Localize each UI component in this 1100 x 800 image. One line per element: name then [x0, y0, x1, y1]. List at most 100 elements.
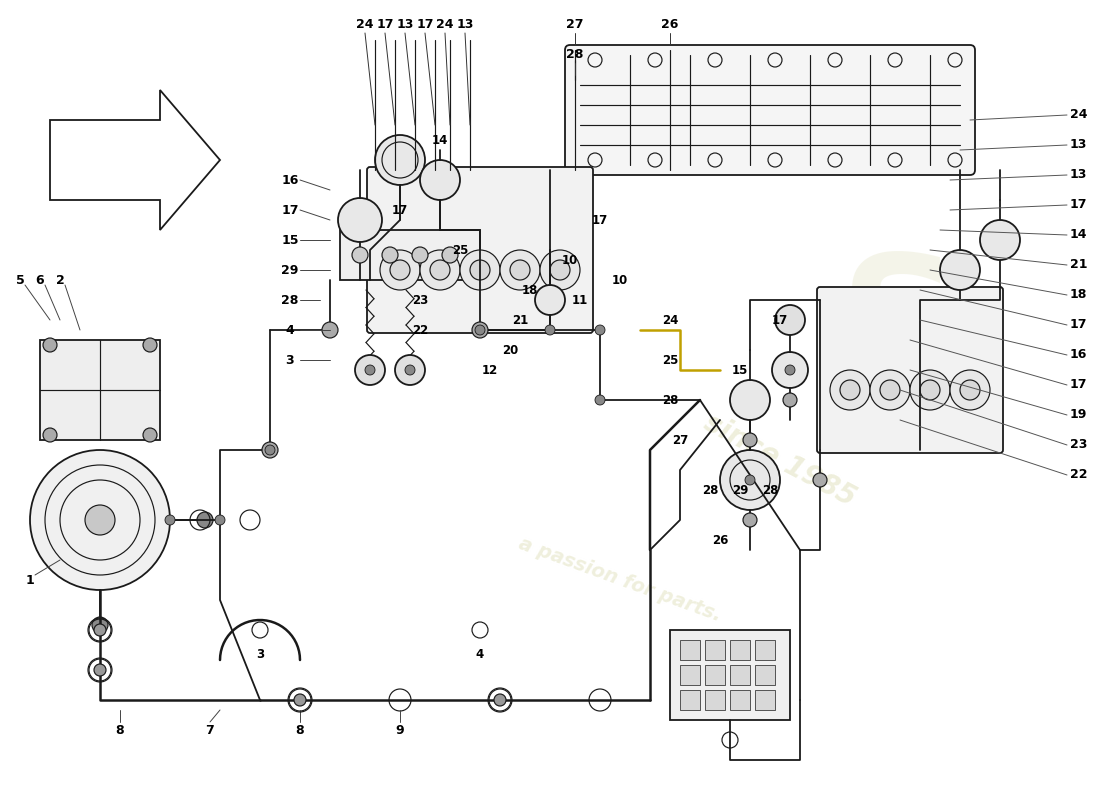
- Text: since 1985: since 1985: [700, 408, 860, 512]
- FancyBboxPatch shape: [817, 287, 1003, 453]
- Circle shape: [470, 260, 490, 280]
- Text: 13: 13: [396, 18, 414, 31]
- Text: 7: 7: [206, 723, 214, 737]
- Text: 19: 19: [1070, 409, 1088, 422]
- Text: 11: 11: [572, 294, 588, 306]
- Text: 17: 17: [1070, 198, 1088, 211]
- Circle shape: [412, 247, 428, 263]
- Circle shape: [550, 260, 570, 280]
- Circle shape: [730, 380, 770, 420]
- Text: 29: 29: [282, 263, 299, 277]
- Circle shape: [85, 505, 116, 535]
- FancyBboxPatch shape: [367, 167, 593, 333]
- Text: 8: 8: [296, 723, 305, 737]
- Bar: [705, 665, 725, 685]
- Circle shape: [494, 694, 506, 706]
- Text: 13: 13: [1070, 138, 1088, 151]
- Text: 17: 17: [1070, 378, 1088, 391]
- Circle shape: [442, 247, 458, 263]
- Circle shape: [420, 250, 460, 290]
- Circle shape: [980, 220, 1020, 260]
- Text: 14: 14: [432, 134, 448, 146]
- Circle shape: [322, 322, 338, 338]
- Circle shape: [510, 260, 530, 280]
- Text: a passion for parts.: a passion for parts.: [516, 534, 724, 626]
- Text: 20: 20: [502, 343, 518, 357]
- Circle shape: [92, 617, 108, 633]
- Text: 23: 23: [1070, 438, 1088, 451]
- Text: 27: 27: [566, 18, 584, 31]
- Circle shape: [94, 664, 106, 676]
- Text: 16: 16: [282, 174, 299, 186]
- Text: 13: 13: [456, 18, 474, 31]
- Polygon shape: [50, 90, 220, 230]
- Circle shape: [355, 355, 385, 385]
- Text: 17: 17: [416, 18, 433, 31]
- Bar: [340, 230, 480, 280]
- Circle shape: [595, 395, 605, 405]
- Circle shape: [390, 260, 410, 280]
- Bar: [755, 640, 775, 660]
- Circle shape: [143, 338, 157, 352]
- Text: 10: 10: [562, 254, 579, 266]
- Text: 25: 25: [452, 243, 469, 257]
- Text: 28: 28: [282, 294, 299, 306]
- Circle shape: [472, 322, 488, 338]
- Text: 17: 17: [772, 314, 788, 326]
- Circle shape: [420, 160, 460, 200]
- Circle shape: [460, 250, 500, 290]
- Text: 17: 17: [282, 203, 299, 217]
- Text: 17: 17: [392, 203, 408, 217]
- Circle shape: [950, 370, 990, 410]
- Circle shape: [772, 352, 808, 388]
- Circle shape: [813, 473, 827, 487]
- Circle shape: [379, 250, 420, 290]
- Circle shape: [870, 370, 910, 410]
- Text: 23: 23: [411, 294, 428, 306]
- Text: 25: 25: [662, 354, 679, 366]
- Text: 27: 27: [672, 434, 689, 446]
- Circle shape: [197, 512, 213, 528]
- Bar: [680, 665, 700, 685]
- Text: 17: 17: [1070, 318, 1088, 331]
- Circle shape: [262, 442, 278, 458]
- Text: 17: 17: [376, 18, 394, 31]
- Bar: [670, 630, 790, 720]
- Text: 26: 26: [661, 18, 679, 31]
- Text: 6: 6: [35, 274, 44, 286]
- Text: 15: 15: [732, 363, 748, 377]
- Bar: [40, 340, 159, 440]
- Polygon shape: [50, 350, 90, 430]
- Circle shape: [742, 433, 757, 447]
- Circle shape: [544, 325, 556, 335]
- Circle shape: [535, 285, 565, 315]
- Text: 21: 21: [512, 314, 528, 326]
- Circle shape: [43, 338, 57, 352]
- Circle shape: [960, 380, 980, 400]
- Circle shape: [94, 624, 106, 636]
- Text: 21: 21: [1070, 258, 1088, 271]
- Circle shape: [395, 355, 425, 385]
- Circle shape: [338, 198, 382, 242]
- Circle shape: [785, 365, 795, 375]
- Bar: [705, 640, 725, 660]
- Text: 5: 5: [15, 274, 24, 286]
- Text: 10: 10: [612, 274, 628, 286]
- Circle shape: [30, 450, 170, 590]
- Circle shape: [776, 305, 805, 335]
- Bar: [680, 690, 700, 710]
- Circle shape: [405, 365, 415, 375]
- Text: 4: 4: [476, 649, 484, 662]
- Circle shape: [595, 325, 605, 335]
- Text: 17: 17: [592, 214, 608, 226]
- Circle shape: [143, 428, 157, 442]
- Circle shape: [745, 475, 755, 485]
- Text: 15: 15: [282, 234, 299, 246]
- FancyBboxPatch shape: [565, 45, 975, 175]
- Text: 29: 29: [732, 483, 748, 497]
- Polygon shape: [110, 350, 150, 430]
- Circle shape: [720, 450, 780, 510]
- Text: 24: 24: [1070, 109, 1088, 122]
- Text: 28: 28: [566, 49, 584, 62]
- Text: 24: 24: [662, 314, 679, 326]
